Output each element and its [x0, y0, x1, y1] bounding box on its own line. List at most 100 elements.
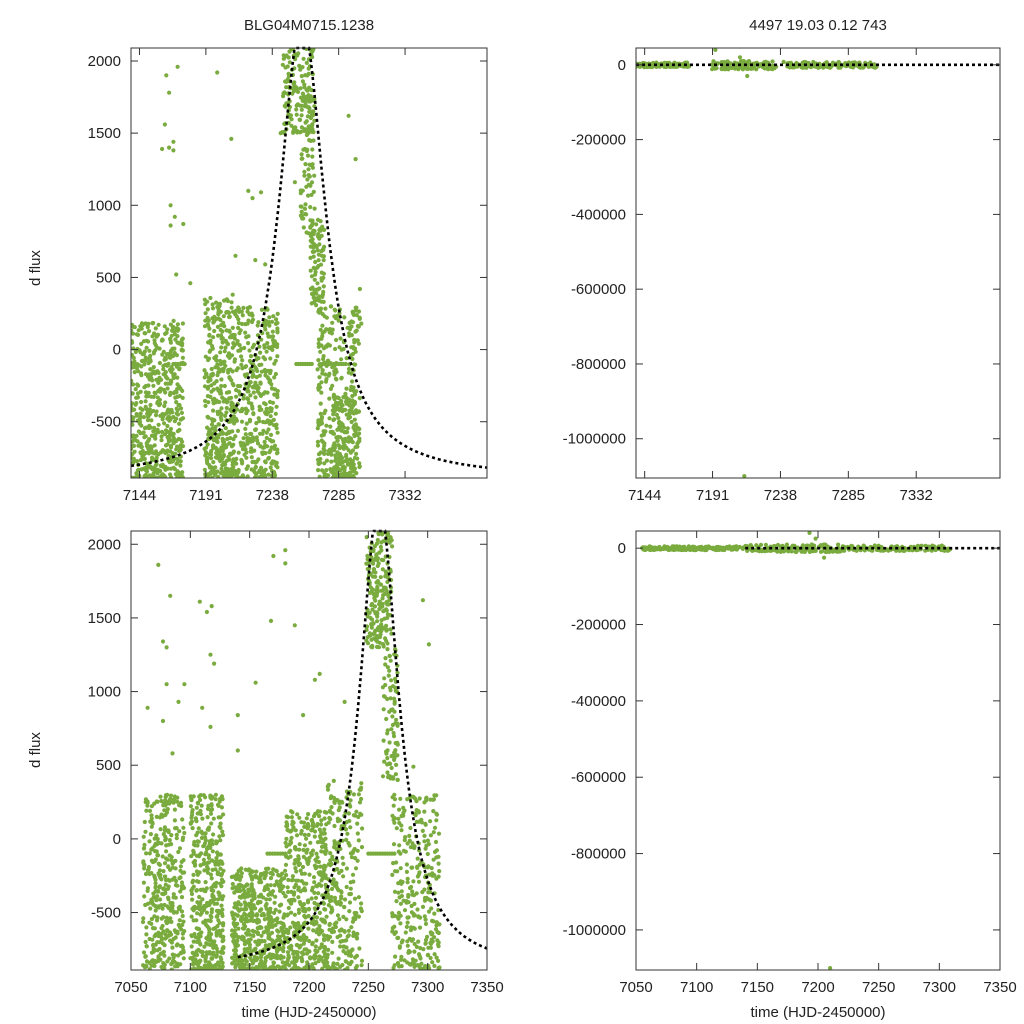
data-point: [293, 125, 298, 130]
data-point: [719, 66, 724, 71]
data-point: [236, 348, 241, 353]
data-point: [132, 437, 137, 442]
data-point: [179, 950, 184, 955]
data-point: [214, 901, 220, 906]
data-point: [144, 345, 149, 350]
data-point: [237, 894, 242, 900]
data-point: [336, 956, 341, 961]
data-point: [247, 380, 252, 385]
data-point: [171, 414, 176, 420]
data-point: [308, 840, 313, 845]
data-point: [255, 956, 260, 961]
data-point: [310, 219, 315, 224]
data-point: [256, 320, 261, 325]
data-point: [180, 931, 185, 936]
data-point: [143, 954, 148, 959]
data-point: [131, 443, 137, 448]
data-point: [359, 901, 364, 906]
data-point: [225, 298, 230, 304]
data-point: [264, 406, 269, 411]
data-point: [204, 950, 209, 955]
data-point: [279, 877, 284, 882]
data-point: [252, 893, 257, 898]
data-point: [165, 466, 170, 471]
x-tick-label: 7191: [189, 487, 222, 504]
data-point: [222, 462, 228, 467]
data-point: [211, 460, 216, 465]
data-point: [301, 854, 306, 860]
data-point: [355, 848, 360, 853]
data-point: [384, 716, 389, 722]
data-point: [386, 531, 391, 534]
data-point: [322, 865, 327, 870]
data-point: [392, 755, 397, 760]
data-point: [188, 821, 193, 826]
data-point: [143, 399, 148, 404]
data-point: [322, 831, 327, 836]
data-point: [155, 399, 160, 405]
data-point: [320, 323, 325, 328]
data-point: [215, 850, 220, 855]
data-point: [254, 421, 259, 426]
data-point: [359, 963, 364, 968]
data-point: [356, 914, 361, 919]
data-point: [267, 936, 272, 941]
data-point: [259, 369, 264, 374]
data-point: [257, 880, 262, 885]
data-point: [332, 895, 338, 901]
data-point: [742, 474, 747, 478]
data-point: [219, 412, 224, 417]
data-point: [346, 435, 351, 441]
data-point: [133, 387, 138, 392]
data-point: [263, 943, 268, 948]
data-point: [171, 910, 176, 915]
data-point: [132, 359, 137, 364]
data-point: [159, 935, 164, 940]
plot-frame: [635, 47, 1001, 479]
data-point: [268, 334, 273, 339]
xlabel-bottom-right: time (HJD-2450000): [750, 1004, 885, 1021]
data-point: [378, 632, 383, 637]
data-point: [794, 63, 799, 68]
data-point: [227, 355, 232, 360]
data-point: [289, 815, 294, 820]
data-point: [310, 885, 315, 890]
data-point: [140, 457, 145, 462]
data-point: [160, 146, 165, 152]
data-point: [343, 361, 348, 367]
data-point: [338, 944, 343, 949]
data-point: [318, 864, 323, 869]
data-point: [300, 91, 305, 96]
data-point: [378, 582, 384, 587]
data-point: [387, 668, 392, 673]
data-point: [204, 371, 209, 376]
data-point: [714, 66, 719, 71]
data-point: [219, 859, 224, 864]
data-point: [149, 950, 154, 955]
data-point: [203, 403, 208, 408]
data-point: [131, 382, 136, 387]
data-point: [266, 345, 271, 350]
data-point: [347, 900, 353, 905]
data-point: [233, 949, 238, 954]
data-point: [358, 811, 363, 817]
data-point: [335, 935, 340, 940]
data-point: [213, 424, 218, 429]
data-point: [315, 287, 321, 292]
data-point: [199, 803, 204, 808]
data-point: [196, 879, 201, 885]
data-point: [159, 438, 164, 443]
data-point: [359, 958, 365, 963]
data-point: [171, 148, 176, 153]
data-point: [209, 802, 214, 807]
data-point: [168, 322, 173, 327]
data-point: [248, 955, 253, 960]
data-point: [151, 369, 156, 374]
data-point: [255, 368, 260, 374]
plot-frame: [130, 47, 488, 479]
data-point: [211, 945, 216, 950]
data-point: [169, 940, 174, 945]
data-point: [162, 324, 167, 329]
data-point: [214, 954, 219, 959]
data-point: [299, 152, 304, 157]
